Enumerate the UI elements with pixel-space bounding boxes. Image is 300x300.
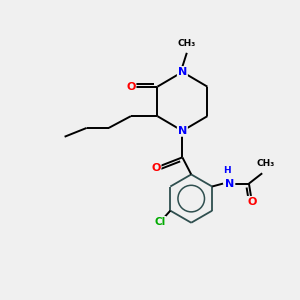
Text: O: O	[126, 82, 136, 92]
Text: O: O	[247, 197, 256, 207]
Text: O: O	[151, 163, 160, 173]
Text: CH₃: CH₃	[178, 39, 196, 48]
Text: Cl: Cl	[154, 217, 166, 227]
Text: N: N	[225, 178, 234, 189]
Text: H: H	[223, 166, 231, 175]
Text: N: N	[178, 126, 187, 136]
Text: CH₃: CH₃	[256, 159, 274, 168]
Text: N: N	[178, 67, 187, 77]
